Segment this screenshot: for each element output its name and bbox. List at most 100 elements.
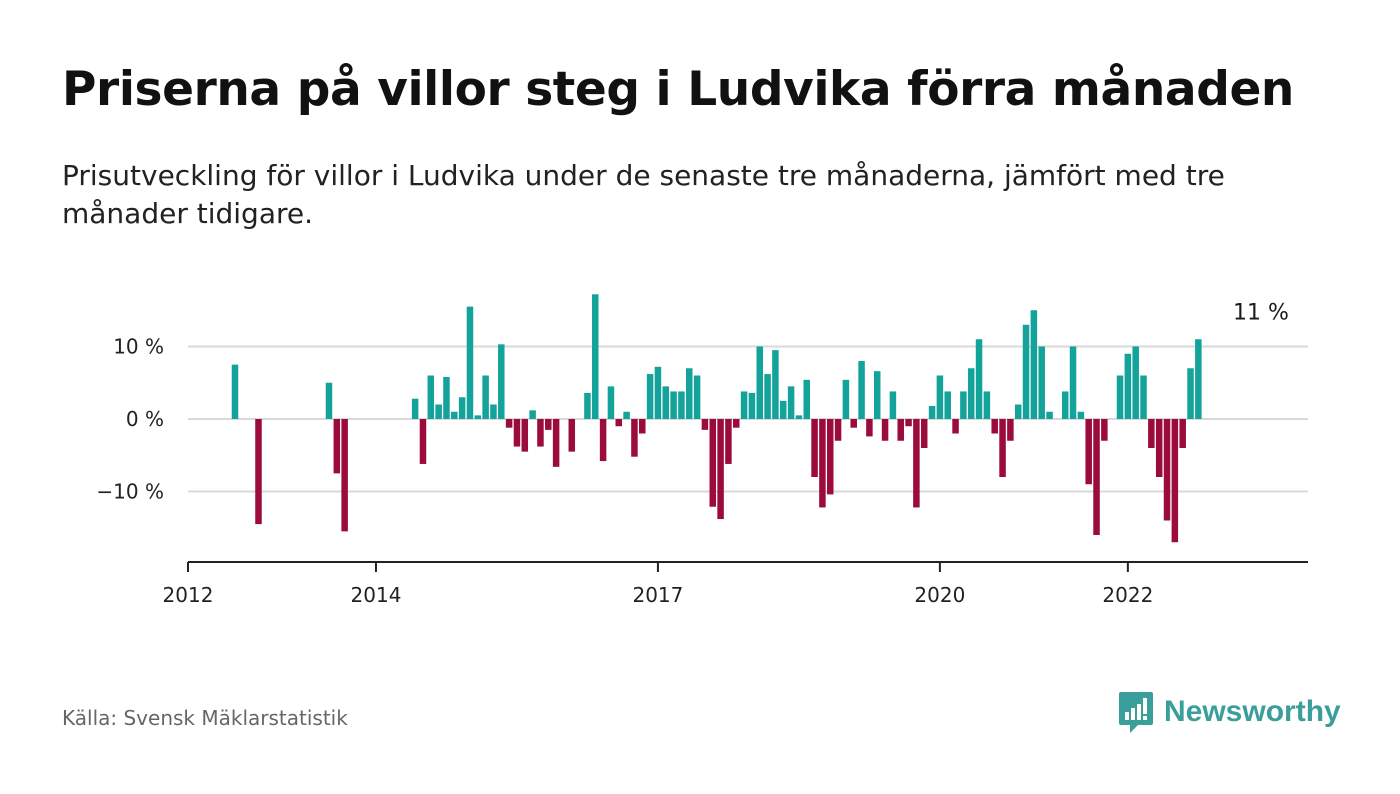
bar: [772, 350, 779, 420]
bar: [693, 375, 701, 419]
y-tick-label: 10 %: [113, 335, 164, 359]
bar: [983, 391, 991, 419]
bar: [686, 368, 693, 419]
x-tick-label: 2012: [163, 583, 214, 607]
bar: [498, 344, 505, 419]
bar: [967, 368, 975, 419]
bar: [607, 386, 615, 420]
bar: [529, 410, 536, 419]
bar: [427, 375, 435, 419]
bar: [1148, 419, 1155, 448]
bar: [991, 419, 998, 434]
bar: [474, 415, 482, 420]
bar: [1163, 419, 1171, 521]
bar: [975, 339, 983, 419]
newsworthy-logo-icon: [1119, 692, 1153, 733]
bar: [905, 419, 912, 427]
bar: [842, 379, 850, 419]
bar: [1061, 391, 1069, 419]
x-tick-label: 2022: [1102, 583, 1153, 607]
bar: [443, 376, 450, 419]
latest-value-label: 11 %: [1233, 300, 1289, 325]
bar: [873, 371, 881, 419]
bar: [952, 419, 959, 434]
chart-subtitle: Prisutveckling för villor i Ludvika unde…: [62, 159, 1225, 230]
bar: [834, 419, 842, 441]
bar: [764, 374, 771, 419]
bar: [1093, 419, 1100, 535]
bar: [701, 419, 709, 430]
bar: [787, 386, 795, 420]
bar: [623, 411, 630, 419]
y-tick-label: 0 %: [126, 407, 164, 431]
x-tick-label: 2014: [351, 583, 402, 607]
bars-group: [231, 294, 1202, 543]
bar: [913, 419, 920, 508]
bar: [1116, 375, 1124, 419]
bar: [740, 391, 748, 419]
bar: [1195, 339, 1202, 419]
bar: [341, 419, 348, 532]
grid-lines: [188, 345, 1308, 493]
bar: [779, 400, 787, 420]
bar: [545, 419, 552, 430]
bar: [537, 419, 544, 447]
bar: [819, 419, 826, 508]
bar: [521, 419, 529, 452]
bar: [1007, 419, 1014, 441]
bar-chart: 10 % 0 % −10 % 2012 2014 2017 2020 2022 11 %: [96, 294, 1308, 607]
bar: [717, 419, 724, 520]
bar: [513, 419, 521, 447]
bar: [631, 419, 638, 457]
bar: [568, 419, 576, 452]
bar: [944, 391, 951, 419]
bar: [858, 361, 865, 419]
bar: [670, 391, 677, 419]
axes-group: [187, 561, 1308, 572]
y-tick-label: −10 %: [96, 480, 164, 504]
bar: [881, 419, 889, 441]
bar: [889, 391, 897, 419]
bar: [1171, 419, 1179, 543]
bar: [639, 419, 646, 434]
bar: [1077, 411, 1085, 419]
bar: [1022, 324, 1030, 419]
bar: [826, 419, 834, 495]
bar: [1187, 368, 1194, 419]
bar: [897, 419, 904, 441]
bar: [795, 415, 803, 420]
bar: [1069, 346, 1077, 419]
bar: [599, 419, 607, 462]
bar: [466, 306, 474, 420]
x-tick-label: 2017: [632, 583, 683, 607]
bar: [1046, 411, 1053, 419]
bar: [733, 419, 740, 428]
bar: [490, 404, 497, 419]
bar: [709, 419, 717, 507]
bar: [1155, 419, 1163, 477]
bar: [333, 419, 341, 474]
bar: [1179, 419, 1186, 448]
bar: [451, 411, 458, 419]
bar: [419, 419, 427, 464]
bar: [654, 366, 662, 419]
source-note: Källa: Svensk Mäklarstatistik: [62, 706, 348, 730]
bar: [505, 419, 513, 428]
bar: [725, 419, 732, 464]
bar: [435, 404, 442, 419]
bar: [458, 397, 466, 419]
bar: [231, 364, 239, 420]
bar: [1101, 419, 1108, 441]
bar: [936, 375, 944, 419]
bar: [1038, 346, 1045, 419]
bar: [803, 379, 810, 419]
bar: [592, 294, 599, 419]
labels-group: 10 % 0 % −10 % 2012 2014 2017 2020 2022 11 %: [96, 300, 1289, 607]
bar: [584, 392, 591, 419]
bar: [1085, 419, 1092, 485]
bar: [1132, 346, 1139, 419]
bar: [999, 419, 1006, 477]
bar: [928, 405, 936, 419]
bar: [411, 398, 419, 419]
bar: [756, 346, 763, 419]
